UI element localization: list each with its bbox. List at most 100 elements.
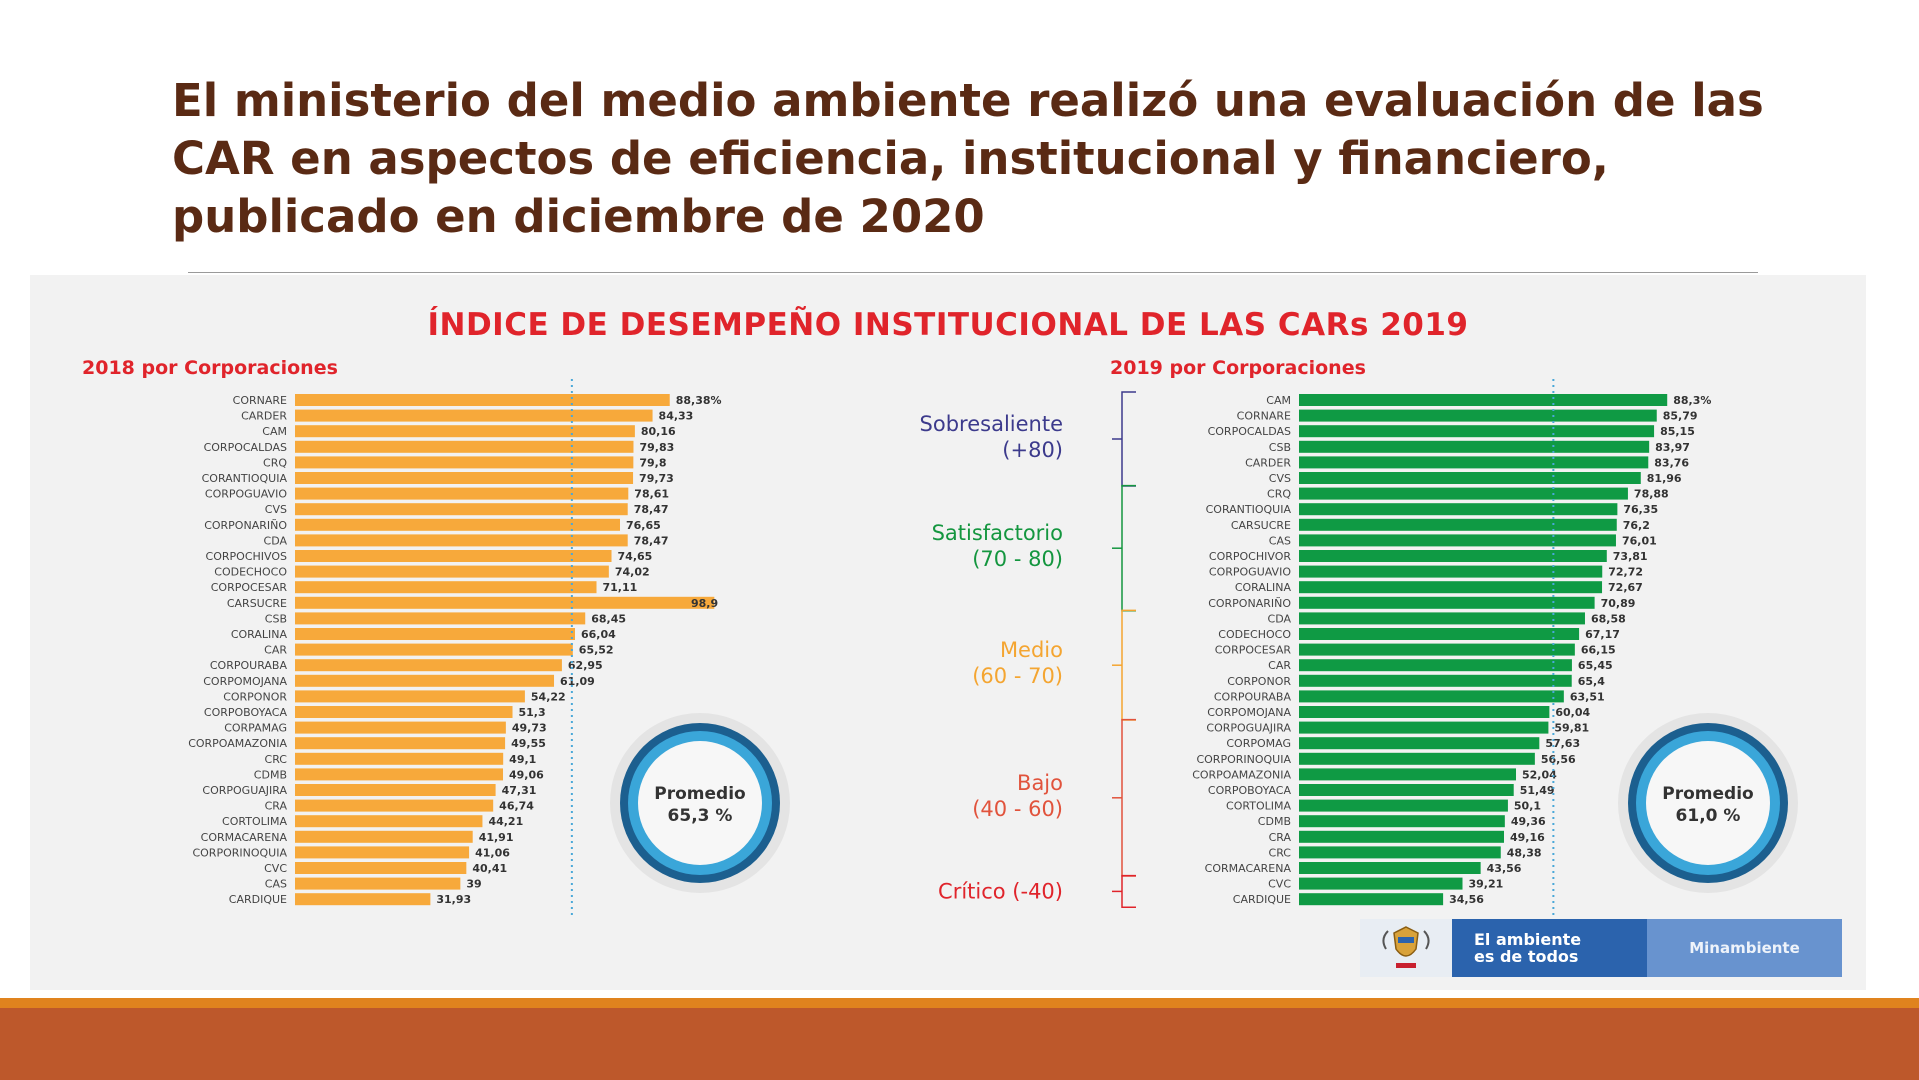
value-label-2018-crq: 79,8: [639, 456, 666, 469]
bar-2018-csb: [295, 612, 586, 625]
value-label-2018-cvs: 78,47: [634, 503, 669, 516]
bar-2018-cas: [295, 877, 461, 890]
category-label-2019-corporinoquia: CORPORINOQUIA: [1196, 753, 1291, 766]
value-label-2018-corpocesar: 71,11: [603, 581, 638, 594]
value-label-2019-cardique: 34,56: [1449, 893, 1484, 906]
value-label-2018-codechoco: 74,02: [615, 566, 650, 579]
value-label-2018-corpocaldas: 79,83: [639, 441, 674, 454]
bar-2019-corpomojana: [1299, 706, 1550, 718]
value-label-2018-carsucre: 98,9: [691, 597, 718, 610]
category-label-2019-carder: CARDER: [1245, 456, 1291, 469]
bar-2019-carder: [1299, 456, 1649, 469]
bar-2019-car: [1299, 659, 1572, 672]
bar-2018-cardique: [295, 893, 431, 906]
average-value-2018: 65,3 %: [668, 806, 733, 826]
value-label-2018-corpoamazonia: 49,55: [511, 737, 546, 750]
bar-2018-corpochivos: [295, 550, 612, 562]
category-label-2019-cardique: CARDIQUE: [1233, 893, 1291, 906]
bar-2019-cardique: [1299, 893, 1444, 906]
category-label-2019-cormacarena: CORMACARENA: [1205, 862, 1292, 875]
value-label-2018-corporinoquia: 41,06: [475, 846, 510, 859]
category-label-2018-crc: CRC: [265, 753, 288, 766]
category-label-2018-corpamag: CORPAMAG: [224, 722, 287, 735]
value-label-2019-corpoguajira: 59,81: [1554, 722, 1589, 735]
value-label-2018-car: 65,52: [579, 644, 614, 657]
bar-charts: CORNARE 88,38% CARDER 84,33 CAM 80,16 CORPOCAL…: [188, 379, 1798, 915]
value-label-2019-corpomag: 57,63: [1545, 737, 1580, 750]
bar-2019-cvc: [1299, 877, 1463, 890]
bar-2018-corpoguavio: [295, 487, 629, 500]
category-label-2019-cortolima: CORTOLIMA: [1226, 800, 1291, 813]
bar-2019-corponor: [1299, 674, 1572, 687]
category-label-2019-corpomag: CORPOMAG: [1226, 737, 1291, 750]
bar-2018-cvc: [295, 862, 467, 874]
slide-title: El ministerio del medio ambiente realizó…: [172, 74, 1764, 243]
value-label-2019-corpoguavio: 72,72: [1608, 566, 1643, 579]
value-label-2019-corpochivor: 73,81: [1613, 550, 1648, 563]
logo-slogan: El ambiente es de todos: [1452, 919, 1647, 977]
bar-2019-corpocaldas: [1299, 425, 1655, 438]
category-label-2018-crq: CRQ: [263, 456, 287, 469]
bar-2018-crq: [295, 456, 634, 469]
bar-2018-cda: [295, 534, 628, 547]
bar-2018-codechoco: [295, 565, 609, 578]
group-name-critico-40-: Crítico (-40): [938, 879, 1063, 903]
category-label-2019-corpoamazonia: CORPOAMAZONIA: [1192, 768, 1291, 781]
category-label-2019-corpochivor: CORPOCHIVOR: [1209, 550, 1291, 563]
bar-2018-corpocesar: [295, 581, 597, 594]
group-name-satisfactorio: Satisfactorio: [932, 521, 1063, 545]
category-label-2018-cda: CDA: [264, 534, 288, 547]
category-label-2019-csb: CSB: [1269, 441, 1291, 454]
value-label-2018-corponarino: 76,65: [626, 519, 661, 532]
category-label-2019-cam: CAM: [1266, 394, 1291, 407]
value-label-2019-cra: 49,16: [1510, 831, 1545, 844]
category-label-2018-corpoguavio: CORPOGUAVIO: [205, 488, 287, 501]
bar-2019-corponarino: [1299, 596, 1595, 609]
value-label-2019-cdmb: 49,36: [1511, 815, 1546, 828]
category-label-2019-crc: CRC: [1269, 846, 1292, 859]
chart-2019-title: 2019 por Corporaciones: [1110, 357, 1366, 379]
value-label-2018-cda: 78,47: [634, 534, 669, 547]
bar-2019-corpoguavio: [1299, 565, 1603, 578]
category-label-2019-corponarino: CORPONARIÑO: [1208, 597, 1291, 610]
value-label-2019-cam: 88,3%: [1673, 394, 1711, 407]
title-divider: [188, 272, 1758, 273]
value-label-2018-cortolima: 44,21: [488, 815, 523, 828]
value-label-2018-corpoguajira: 47,31: [502, 784, 537, 797]
bar-2019-corpoamazonia: [1299, 768, 1517, 781]
category-label-2018-corpomojana: CORPOMOJANA: [203, 675, 287, 688]
bar-2019-cvs: [1299, 472, 1641, 484]
category-label-2019-corpoboyaca: CORPOBOYACA: [1208, 784, 1292, 797]
category-label-2019-corpocesar: CORPOCESAR: [1215, 644, 1292, 657]
category-label-2018-corpocesar: CORPOCESAR: [211, 581, 288, 594]
value-label-2018-csb: 68,45: [591, 612, 626, 625]
category-label-2019-cra: CRA: [1269, 831, 1292, 844]
category-label-2018-cormacarena: CORMACARENA: [201, 831, 288, 844]
category-label-2019-corpocaldas: CORPOCALDAS: [1208, 425, 1291, 438]
bar-2019-cortolima: [1299, 799, 1508, 812]
value-label-2019-cortolima: 50,1: [1514, 800, 1541, 813]
group-range-satisfactorio: (70 - 80): [972, 547, 1063, 571]
value-label-2019-cda: 68,58: [1591, 612, 1626, 625]
bar-2019-cornare: [1299, 409, 1657, 422]
category-label-2019-cornare: CORNARE: [1237, 410, 1291, 423]
bar-2019-cormacarena: [1299, 862, 1481, 874]
category-label-2019-carsucre: CARSUCRE: [1231, 519, 1291, 532]
value-label-2018-crc: 49,1: [509, 753, 536, 766]
bar-2018-cra: [295, 799, 494, 812]
category-label-2018-cornare: CORNARE: [233, 394, 287, 407]
category-label-2018-corpoguajira: CORPOGUAJIRA: [202, 784, 287, 797]
value-label-2018-corpouraba: 62,95: [568, 659, 603, 672]
value-label-2019-cvs: 81,96: [1647, 472, 1682, 485]
bar-2018-corponor: [295, 690, 525, 703]
value-label-2018-carder: 84,33: [659, 410, 694, 423]
category-label-2018-cra: CRA: [265, 800, 288, 813]
bar-2018-corpamag: [295, 721, 506, 734]
value-label-2018-corantioquia: 79,73: [639, 472, 674, 485]
category-label-2018-cdmb: CDMB: [254, 768, 287, 781]
value-label-2018-cormacarena: 41,91: [479, 831, 514, 844]
bracket-medio: [1121, 609, 1136, 721]
category-label-2019-cvs: CVS: [1269, 472, 1291, 485]
value-label-2019-corpouraba: 63,51: [1570, 690, 1605, 703]
average-value-2019: 61,0 %: [1676, 806, 1741, 826]
